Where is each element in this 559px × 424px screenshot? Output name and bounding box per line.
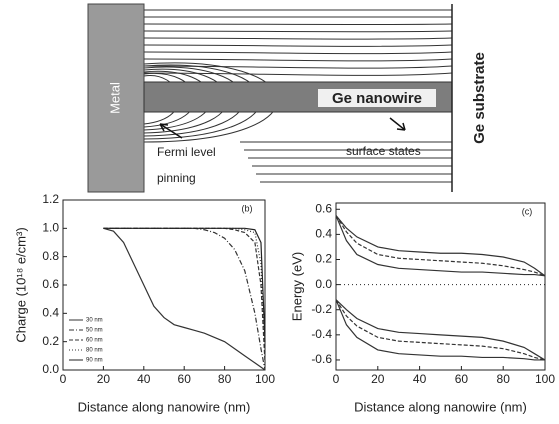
nanowire-label-bg: [318, 89, 436, 107]
field-line: [143, 58, 453, 62]
x-tick-label: 20: [371, 372, 385, 386]
series-line: [335, 215, 546, 277]
y-tick-label: 0.4: [315, 227, 332, 241]
y-tick-label: 0.6: [315, 201, 332, 215]
nanowire-label: Ge nanowire: [332, 90, 422, 107]
field-line: [143, 37, 453, 40]
series-line: [335, 299, 546, 361]
series-line: [103, 227, 266, 342]
y-tick-label: 0.6: [42, 277, 59, 291]
field-line: [143, 51, 453, 55]
y-tick-label: 0.0: [42, 362, 59, 376]
series-line: [335, 299, 545, 361]
field-line: [143, 23, 453, 26]
field-line: [143, 44, 453, 47]
arrow: [389, 117, 406, 131]
x-axis-label: Distance along nanowire (nm): [354, 399, 527, 414]
y-axis-label: Energy (eV): [289, 252, 304, 321]
x-tick-label: 100: [535, 372, 555, 386]
x-tick-label: 60: [178, 372, 192, 386]
fermi-label: Fermi level: [157, 145, 216, 159]
series-line: [103, 227, 266, 371]
series-line: [335, 215, 546, 277]
y-axis-label: Charge (10¹⁸ e/cm³): [13, 227, 28, 342]
substrate-label: Ge substrate: [471, 52, 488, 144]
y-tick-label: -0.6: [311, 352, 332, 366]
field-line: [143, 72, 453, 76]
series-line: [103, 227, 266, 356]
x-tick-label: 100: [255, 372, 275, 386]
x-tick-label: 0: [333, 372, 340, 386]
series-line: [335, 299, 546, 361]
pinning-label: pinning: [157, 171, 196, 185]
legend-label: 60 nm: [86, 338, 103, 344]
metal-block: [87, 3, 145, 193]
y-tick-label: -0.4: [311, 327, 332, 341]
plot-frame: [335, 202, 546, 371]
x-tick-label: 80: [218, 372, 232, 386]
x-tick-label: 20: [97, 372, 111, 386]
field-line: [143, 65, 453, 69]
x-tick-label: 40: [413, 372, 427, 386]
x-tick-label: 80: [497, 372, 511, 386]
x-axis-label: Distance along nanowire (nm): [78, 399, 251, 414]
legend-label: 30 nm: [86, 318, 103, 324]
panel-label: (b): [242, 203, 253, 213]
series-line: [335, 215, 546, 277]
legend-label: 80 nm: [86, 348, 103, 354]
x-tick-label: 40: [137, 372, 151, 386]
legend-label: 90 nm: [86, 358, 103, 364]
arrow: [159, 123, 183, 139]
metal-label: Metal: [107, 82, 122, 114]
series-line: [103, 227, 266, 363]
y-tick-label: 1.2: [42, 192, 59, 206]
x-tick-label: 0: [60, 372, 67, 386]
x-tick-label: 60: [455, 372, 469, 386]
y-tick-label: 0.2: [315, 252, 332, 266]
panel-label: (c): [522, 206, 533, 216]
y-tick-label: 0.8: [42, 249, 59, 263]
y-tick-label: -0.2: [311, 302, 332, 316]
y-tick-label: 0.0: [315, 277, 332, 291]
field-line: [143, 30, 453, 33]
surface-label: surface states: [346, 144, 421, 158]
legend-label: 50 nm: [86, 328, 103, 334]
y-tick-label: 0.2: [42, 334, 59, 348]
y-tick-label: 0.4: [42, 306, 59, 320]
plot-frame: [62, 199, 266, 371]
series-line: [103, 227, 266, 371]
y-tick-label: 1.0: [42, 221, 59, 235]
